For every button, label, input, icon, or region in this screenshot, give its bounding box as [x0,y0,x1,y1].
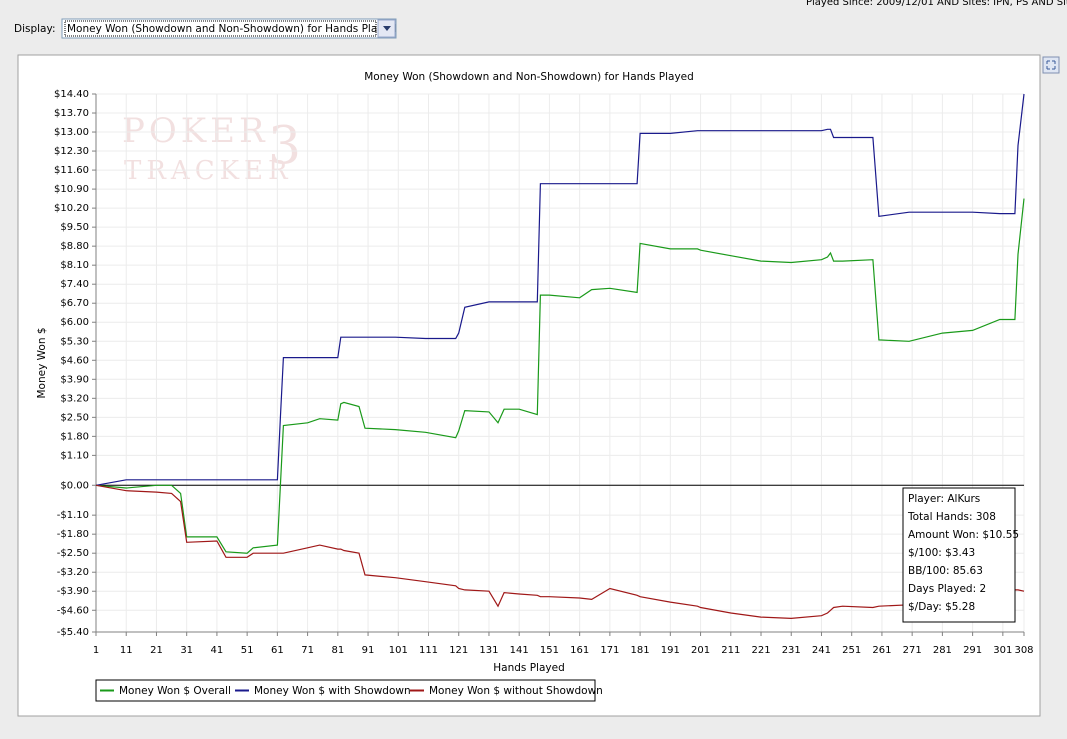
x-tick-label: 201 [691,645,710,656]
y-tick-label: $8.80 [60,241,89,252]
x-tick-label: 191 [661,645,680,656]
chart-panel [17,54,1041,717]
y-tick-label: $11.60 [54,165,89,176]
y-tick-label: $10.20 [54,203,89,214]
chart-title: Money Won (Showdown and Non-Showdown) fo… [364,71,694,83]
y-tick-label: -$4.60 [57,605,89,616]
select-focus [64,20,377,37]
info-line: Days Played: 2 [908,583,986,595]
x-tick-label: 271 [903,645,922,656]
x-tick-label: 71 [301,645,314,656]
x-tick-label: 41 [211,645,224,656]
expand-box[interactable] [1042,56,1060,74]
y-tick-label: -$2.50 [57,548,89,559]
legend-label: Money Won $ with Showdown [254,685,411,697]
x-tick-label: 211 [721,645,740,656]
legend: Money Won $ Overall Money Won $ with Show… [95,679,603,702]
y-tick-label: -$3.90 [57,586,89,597]
expand-button[interactable] [1042,56,1060,74]
x-tick-label: 241 [812,645,831,656]
x-tick-label: 21 [150,645,163,656]
y-tick-label: $6.00 [60,317,89,328]
x-tick-label: 151 [540,645,559,656]
info-line: $/100: $3.43 [908,547,975,559]
info-box: Player: AlKurs Total Hands: 308 Amount Won… [902,487,1019,623]
x-tick-label: 181 [631,645,650,656]
series-line [95,93,1025,486]
x-tick-label: 31 [180,645,193,656]
y-tick-label: $5.30 [60,336,89,347]
x-tick-label: 281 [933,645,952,656]
select-arrow [383,26,391,31]
x-tick-label: 221 [751,645,770,656]
y-tick-label: $3.90 [60,374,89,385]
info-line: BB/100: 85.63 [908,565,983,577]
y-tick-label: $2.50 [60,412,89,423]
y-tick-label: $1.10 [60,450,89,461]
x-axis-label: Hands Played [493,662,564,674]
y-axis-label: Money Won $ [36,327,48,398]
grid [95,93,1025,633]
y-tick-label: $14.40 [54,89,89,100]
x-tick-label: 101 [389,645,408,656]
x-tick-label: 231 [782,645,801,656]
y-tick-label: $7.40 [60,279,89,290]
x-tick-label: 1 [93,645,99,656]
y-tick-label: $13.70 [54,108,89,119]
legend-frame [95,679,596,702]
y-tick-label: -$1.10 [57,510,89,521]
x-tick-label: 121 [449,645,468,656]
y-tick-label: $6.70 [60,298,89,309]
series-line [95,484,1025,620]
x-tick-label: 81 [331,645,344,656]
info-line: $/Day: $5.28 [908,601,975,613]
expand-icon [1046,60,1056,70]
watermark-mark: 3 [268,117,301,177]
x-tick-label: 251 [842,645,861,656]
legend-label: Money Won $ Overall [119,685,231,697]
y-tick-label: $8.10 [60,260,89,271]
info-line: Amount Won: $10.55 [908,529,1019,541]
y-tick-label: $12.30 [54,146,89,157]
info-line: Total Hands: 308 [907,511,996,523]
y-tick-label: -$1.80 [57,529,89,540]
series-line [95,198,1025,554]
y-tick-label: $10.90 [54,184,89,195]
x-tick-label: 261 [872,645,891,656]
info-box-frame [902,487,1016,623]
x-tick-label: 91 [362,645,375,656]
x-tick-label: 291 [963,645,982,656]
x-tick-label: 61 [271,645,284,656]
y-tick-label: $1.80 [60,431,89,442]
x-tick-label: 111 [419,645,438,656]
x-tick-label: 161 [570,645,589,656]
y-tick-label: $3.20 [60,393,89,404]
y-tick-label: $4.60 [60,355,89,366]
x-tick-label: 11 [120,645,133,656]
x-tick-label: 131 [479,645,498,656]
select-value[interactable]: Money Won (Showdown and Non-Showdown) fo… [67,23,397,35]
y-tick-label: -$3.20 [57,567,89,578]
y-tick-label: $9.50 [60,222,89,233]
x-tick-label: 51 [241,645,254,656]
watermark: POKER TRACKER 3 [122,111,301,186]
filter-text: Played Since: 2009/12/01 AND Sites: IPN,… [806,0,1067,8]
display-select[interactable]: Money Won (Showdown and Non-Showdown) fo… [61,18,397,39]
watermark-text: POKER [122,111,269,151]
watermark-text: TRACKER [124,156,293,186]
info-line: Player: AlKurs [908,493,980,505]
x-tick-label: 301 [993,645,1012,656]
legend-label: Money Won $ without Showdown [429,685,603,697]
x-tick-label: 141 [510,645,529,656]
select-box[interactable] [61,18,397,39]
y-tick-label: $13.00 [54,127,89,138]
y-tick-label: $0.00 [60,480,89,491]
y-tick-label: -$5.40 [57,627,89,638]
x-tick-label: 308 [1014,645,1033,656]
x-tick-label: 171 [600,645,619,656]
display-label: Display: [14,23,55,35]
